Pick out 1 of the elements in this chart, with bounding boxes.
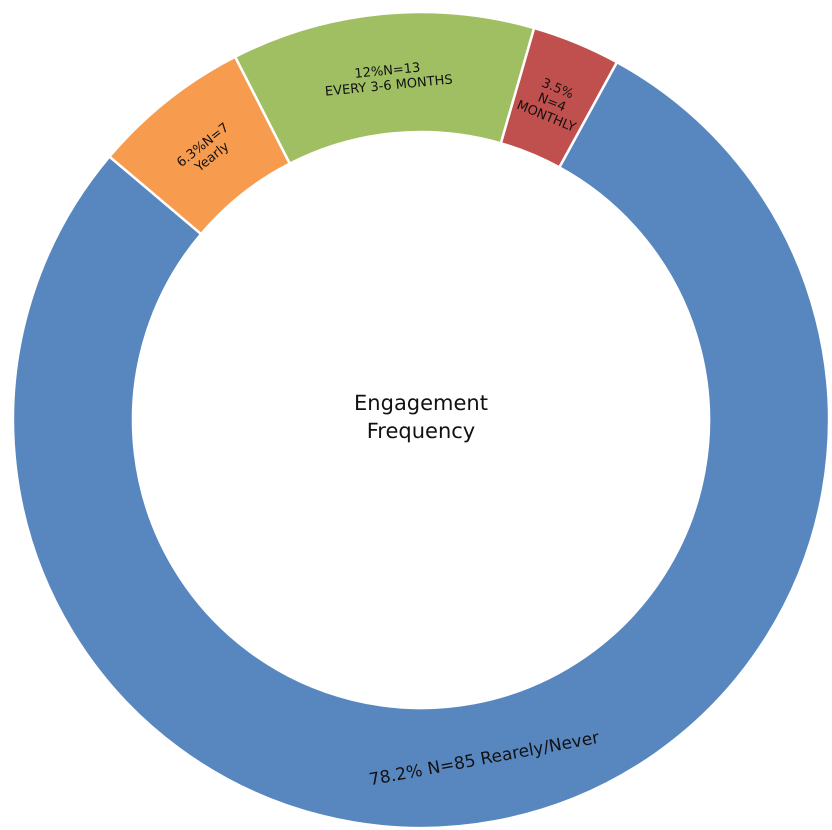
text: Engagement Frequency: [354, 391, 488, 443]
